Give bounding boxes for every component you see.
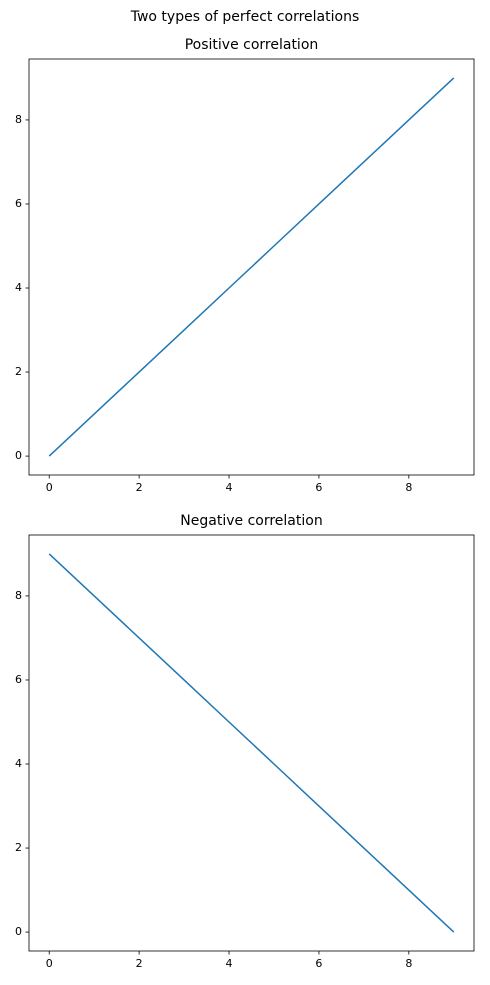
y-tick-label: 6: [15, 197, 22, 210]
x-tick-label: 2: [136, 957, 143, 970]
figure-title: Two types of perfect correlations: [130, 9, 360, 25]
x-tick-label: 4: [226, 481, 233, 494]
y-tick-label: 0: [15, 449, 22, 462]
y-tick-label: 2: [15, 365, 22, 378]
x-tick-label: 8: [405, 481, 412, 494]
x-tick-label: 6: [315, 481, 322, 494]
axes-title: Positive correlation: [185, 37, 319, 53]
data-line: [48, 77, 455, 457]
data-line: [48, 553, 455, 933]
axes-frame: [28, 58, 475, 476]
axes-title: Negative correlation: [180, 513, 322, 529]
x-tick-label: 2: [136, 481, 143, 494]
y-tick-label: 2: [15, 841, 22, 854]
x-tick-label: 8: [405, 957, 412, 970]
y-tick-label: 4: [15, 281, 22, 294]
x-tick-label: 0: [46, 957, 53, 970]
y-tick-label: 4: [15, 757, 22, 770]
y-tick-label: 6: [15, 673, 22, 686]
y-tick-label: 0: [15, 925, 22, 938]
y-tick-label: 8: [15, 113, 22, 126]
x-tick-label: 6: [315, 957, 322, 970]
y-tick-label: 8: [15, 589, 22, 602]
axes-frame: [28, 534, 475, 952]
x-tick-label: 4: [226, 957, 233, 970]
x-tick-label: 0: [46, 481, 53, 494]
